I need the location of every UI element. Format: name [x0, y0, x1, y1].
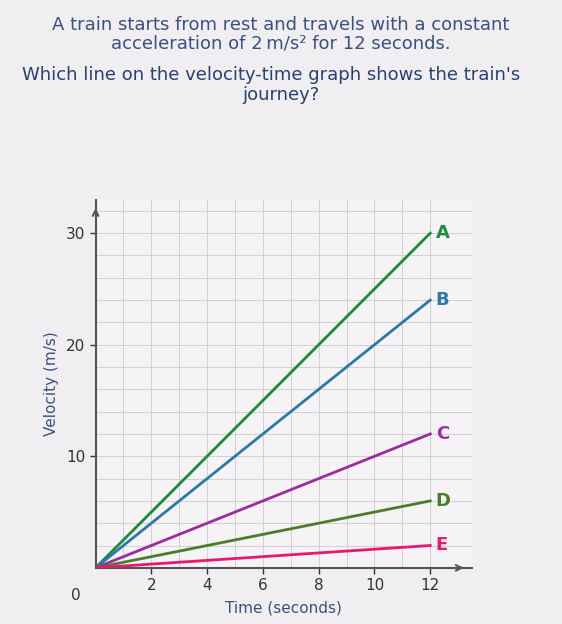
Text: journey?: journey? [242, 86, 320, 104]
Text: A: A [436, 224, 450, 242]
Text: A train starts from rest and travels with a constant: A train starts from rest and travels wit… [52, 16, 510, 34]
Text: 0: 0 [71, 588, 81, 603]
X-axis label: Time (seconds): Time (seconds) [225, 600, 342, 615]
Text: E: E [436, 537, 448, 555]
Text: acceleration of 2 m/s² for 12 seconds.: acceleration of 2 m/s² for 12 seconds. [111, 34, 451, 52]
Text: B: B [436, 291, 450, 309]
Text: Which line on the velocity-time graph shows the train's: Which line on the velocity-time graph sh… [22, 66, 521, 84]
Text: C: C [436, 425, 449, 443]
Y-axis label: Velocity (m/s): Velocity (m/s) [44, 331, 59, 436]
Text: D: D [436, 492, 451, 510]
